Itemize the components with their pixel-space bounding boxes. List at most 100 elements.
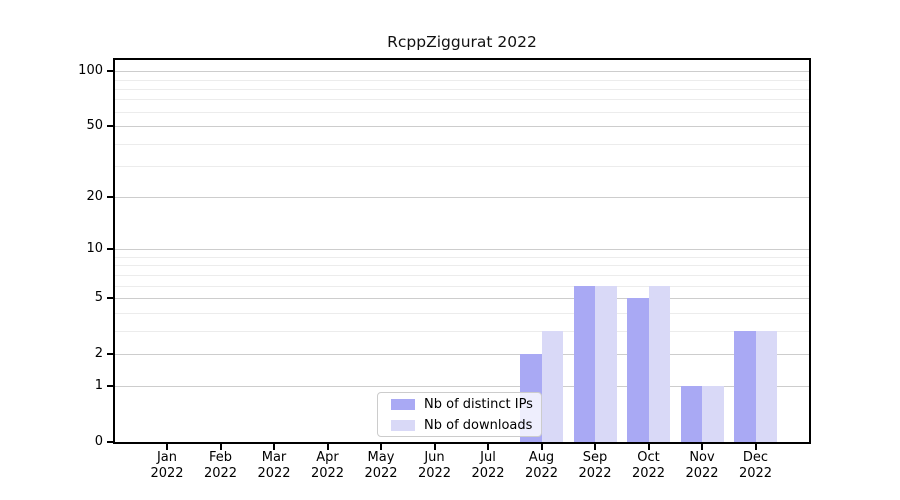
x-tick-label-line: 2022 bbox=[471, 466, 505, 481]
x-tick-label-line: 2022 bbox=[364, 466, 398, 481]
y-tick-label: 10 bbox=[86, 241, 103, 257]
x-tick-label: Mar 2022 bbox=[244, 450, 304, 482]
major-gridline bbox=[115, 353, 809, 355]
x-tick-label-line: Aug bbox=[528, 450, 555, 465]
x-tick-label-line: Feb bbox=[208, 450, 233, 465]
x-tick bbox=[754, 444, 757, 450]
legend-label-distinct-ips: Nb of distinct IPs bbox=[424, 396, 533, 412]
major-gridline bbox=[115, 197, 809, 199]
x-tick bbox=[219, 444, 222, 450]
x-tick bbox=[166, 444, 168, 450]
minor-gridline bbox=[115, 312, 809, 314]
legend: Nb of distinct IPs Nb of downloads bbox=[377, 392, 542, 437]
minor-gridline bbox=[115, 166, 809, 168]
chart-title: RcppZiggurat 2022 bbox=[387, 33, 537, 51]
major-gridline bbox=[115, 249, 809, 251]
y-tick-label: 5 bbox=[94, 290, 103, 305]
x-tick bbox=[273, 444, 275, 450]
x-tick-label-line: 2022 bbox=[524, 466, 559, 481]
major-gridline bbox=[115, 71, 809, 73]
x-tick-label: Feb 2022 bbox=[191, 450, 251, 482]
bar-downloads bbox=[702, 386, 724, 442]
x-tick-label-line: 2022 bbox=[738, 466, 773, 481]
bar-distinct-ips bbox=[573, 285, 595, 442]
x-tick-label: Oct 2022 bbox=[619, 450, 679, 482]
x-tick bbox=[487, 444, 489, 450]
y-tick bbox=[107, 125, 113, 128]
y-tick-label: 2 bbox=[94, 345, 103, 361]
minor-gridline bbox=[115, 88, 809, 90]
minor-gridline bbox=[115, 111, 809, 113]
x-tick-label-line: 2022 bbox=[150, 466, 184, 481]
x-tick bbox=[594, 444, 596, 450]
y-tick-label: 0 bbox=[94, 434, 103, 449]
x-tick-label-line: Jan bbox=[156, 450, 178, 465]
y-tick bbox=[107, 441, 113, 443]
major-gridline bbox=[115, 126, 809, 128]
x-tick-label-line: 2022 bbox=[578, 466, 612, 481]
minor-gridline bbox=[115, 143, 809, 145]
x-tick bbox=[380, 444, 382, 450]
x-tick-label-line: 2022 bbox=[310, 466, 345, 481]
x-tick-label: Apr 2022 bbox=[298, 450, 358, 482]
x-tick-label-line: Oct bbox=[637, 450, 660, 465]
x-tick bbox=[433, 444, 436, 450]
x-tick bbox=[701, 444, 703, 450]
x-tick bbox=[647, 444, 650, 450]
x-tick-label: May 2022 bbox=[351, 450, 411, 482]
x-tick-label: Jul 2022 bbox=[458, 450, 518, 482]
legend-swatch-distinct-ips-icon bbox=[391, 398, 415, 410]
legend-item-distinct-ips: Nb of distinct IPs bbox=[386, 395, 533, 413]
y-tick bbox=[107, 70, 113, 73]
minor-gridline bbox=[115, 274, 809, 276]
minor-gridline bbox=[115, 265, 809, 267]
x-tick-label-line: 2022 bbox=[631, 466, 666, 481]
x-tick-label-line: 2022 bbox=[417, 466, 452, 481]
y-tick-label: 20 bbox=[86, 189, 103, 205]
x-tick-label-line: Mar bbox=[261, 450, 287, 465]
x-tick-label-line: Dec bbox=[742, 450, 769, 465]
x-tick-label-line: 2022 bbox=[257, 466, 291, 481]
bar-downloads bbox=[595, 285, 617, 442]
y-tick bbox=[107, 297, 113, 299]
bar-distinct-ips bbox=[680, 386, 702, 442]
bar-distinct-ips bbox=[734, 330, 756, 442]
x-tick-label-line: Jun bbox=[424, 450, 445, 465]
x-tick-label-line: 2022 bbox=[685, 466, 719, 481]
x-tick-label: Jun 2022 bbox=[405, 450, 465, 482]
y-tick bbox=[107, 196, 113, 199]
x-tick-label: Nov 2022 bbox=[672, 450, 732, 482]
minor-gridline bbox=[115, 79, 809, 81]
legend-label-downloads: Nb of downloads bbox=[424, 417, 533, 433]
bar-downloads bbox=[541, 330, 563, 442]
x-tick-label: Jan 2022 bbox=[137, 450, 197, 482]
x-tick-label-line: Sep bbox=[582, 450, 608, 465]
x-tick-label-line: Jul bbox=[480, 450, 496, 465]
x-tick-label-line: May bbox=[367, 450, 395, 465]
legend-swatch-downloads-icon bbox=[391, 419, 415, 431]
y-tick bbox=[107, 385, 113, 388]
minor-gridline bbox=[115, 285, 809, 287]
legend-item-downloads: Nb of downloads bbox=[386, 416, 533, 434]
x-tick-label-line: 2022 bbox=[203, 466, 238, 481]
minor-gridline bbox=[115, 330, 809, 332]
x-tick-label: Aug 2022 bbox=[512, 450, 572, 482]
bar-downloads bbox=[755, 330, 777, 442]
x-tick-label: Dec 2022 bbox=[726, 450, 786, 482]
x-tick-label-line: Apr bbox=[316, 450, 339, 465]
y-tick-label: 50 bbox=[86, 118, 103, 134]
x-tick bbox=[326, 444, 329, 450]
major-gridline bbox=[115, 386, 809, 388]
minor-gridline bbox=[115, 99, 809, 101]
bar-downloads bbox=[648, 285, 670, 442]
major-gridline bbox=[115, 298, 809, 299]
minor-gridline bbox=[115, 256, 809, 258]
x-tick bbox=[540, 444, 543, 450]
y-tick-label: 100 bbox=[78, 63, 103, 79]
y-tick bbox=[107, 352, 113, 355]
x-tick-label: Sep 2022 bbox=[565, 450, 625, 482]
bar-distinct-ips bbox=[627, 298, 649, 442]
y-tick-label: 1 bbox=[94, 378, 103, 394]
y-tick bbox=[107, 248, 113, 251]
x-tick-label-line: Nov bbox=[689, 450, 715, 465]
